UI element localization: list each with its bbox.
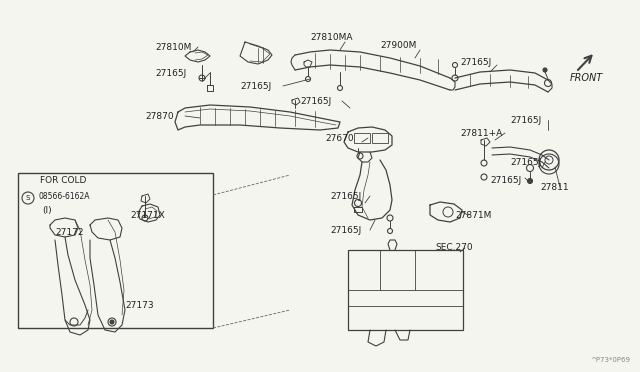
Circle shape [110, 320, 114, 324]
Text: (I): (I) [42, 205, 52, 215]
Bar [18, 173, 213, 328]
Text: 27165J: 27165J [330, 192, 361, 201]
Text: 27811: 27811 [540, 183, 568, 192]
Text: 27811+A: 27811+A [460, 128, 502, 138]
Text: 27165J: 27165J [490, 176, 521, 185]
Text: 08566-6162A: 08566-6162A [38, 192, 90, 201]
Text: 27810M: 27810M [155, 42, 191, 51]
Text: 27165J: 27165J [460, 58, 492, 67]
Text: 27810MA: 27810MA [310, 32, 353, 42]
Text: 27900M: 27900M [380, 41, 417, 49]
Text: 27165J: 27165J [155, 68, 186, 77]
Text: FOR COLD: FOR COLD [40, 176, 86, 185]
Text: S: S [26, 195, 30, 201]
Text: 27165J: 27165J [510, 115, 541, 125]
Text: 27171X: 27171X [130, 211, 164, 219]
Bar [348, 250, 463, 330]
Text: FRONT: FRONT [570, 73, 604, 83]
Text: 27165J: 27165J [330, 225, 361, 234]
Circle shape [543, 68, 547, 72]
Text: 27173: 27173 [125, 301, 154, 310]
Text: 27165J: 27165J [300, 96, 332, 106]
Text: 27870: 27870 [145, 112, 173, 121]
Text: 27165J: 27165J [510, 157, 541, 167]
Text: 27670: 27670 [325, 134, 354, 142]
Bar [372, 133, 388, 143]
Text: 27871M: 27871M [455, 211, 492, 219]
Text: 27172: 27172 [55, 228, 83, 237]
Circle shape [527, 179, 532, 183]
Text: ^P73*0P69: ^P73*0P69 [590, 357, 630, 363]
Bar [354, 133, 370, 143]
Text: 27165J: 27165J [240, 81, 271, 90]
Text: SEC.270: SEC.270 [435, 244, 472, 253]
